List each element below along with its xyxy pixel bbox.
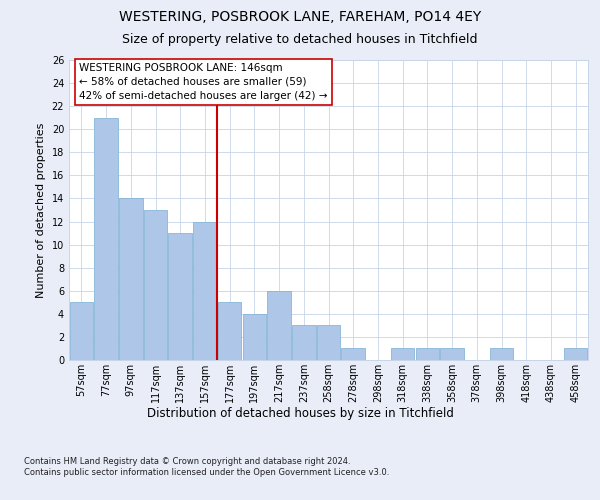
Bar: [268, 291, 291, 360]
Y-axis label: Number of detached properties: Number of detached properties: [36, 122, 46, 298]
Bar: [440, 348, 464, 360]
Text: WESTERING POSBROOK LANE: 146sqm
← 58% of detached houses are smaller (59)
42% of: WESTERING POSBROOK LANE: 146sqm ← 58% of…: [79, 63, 328, 101]
Bar: [416, 348, 439, 360]
Bar: [317, 326, 340, 360]
Bar: [564, 348, 587, 360]
Bar: [94, 118, 118, 360]
Bar: [242, 314, 266, 360]
Text: Distribution of detached houses by size in Titchfield: Distribution of detached houses by size …: [146, 408, 454, 420]
Text: WESTERING, POSBROOK LANE, FAREHAM, PO14 4EY: WESTERING, POSBROOK LANE, FAREHAM, PO14 …: [119, 10, 481, 24]
Bar: [391, 348, 415, 360]
Bar: [292, 326, 316, 360]
Bar: [70, 302, 93, 360]
Bar: [490, 348, 513, 360]
Bar: [119, 198, 143, 360]
Text: Contains HM Land Registry data © Crown copyright and database right 2024.
Contai: Contains HM Land Registry data © Crown c…: [24, 458, 389, 477]
Bar: [341, 348, 365, 360]
Bar: [193, 222, 217, 360]
Bar: [169, 233, 192, 360]
Text: Size of property relative to detached houses in Titchfield: Size of property relative to detached ho…: [122, 32, 478, 46]
Bar: [144, 210, 167, 360]
Bar: [218, 302, 241, 360]
